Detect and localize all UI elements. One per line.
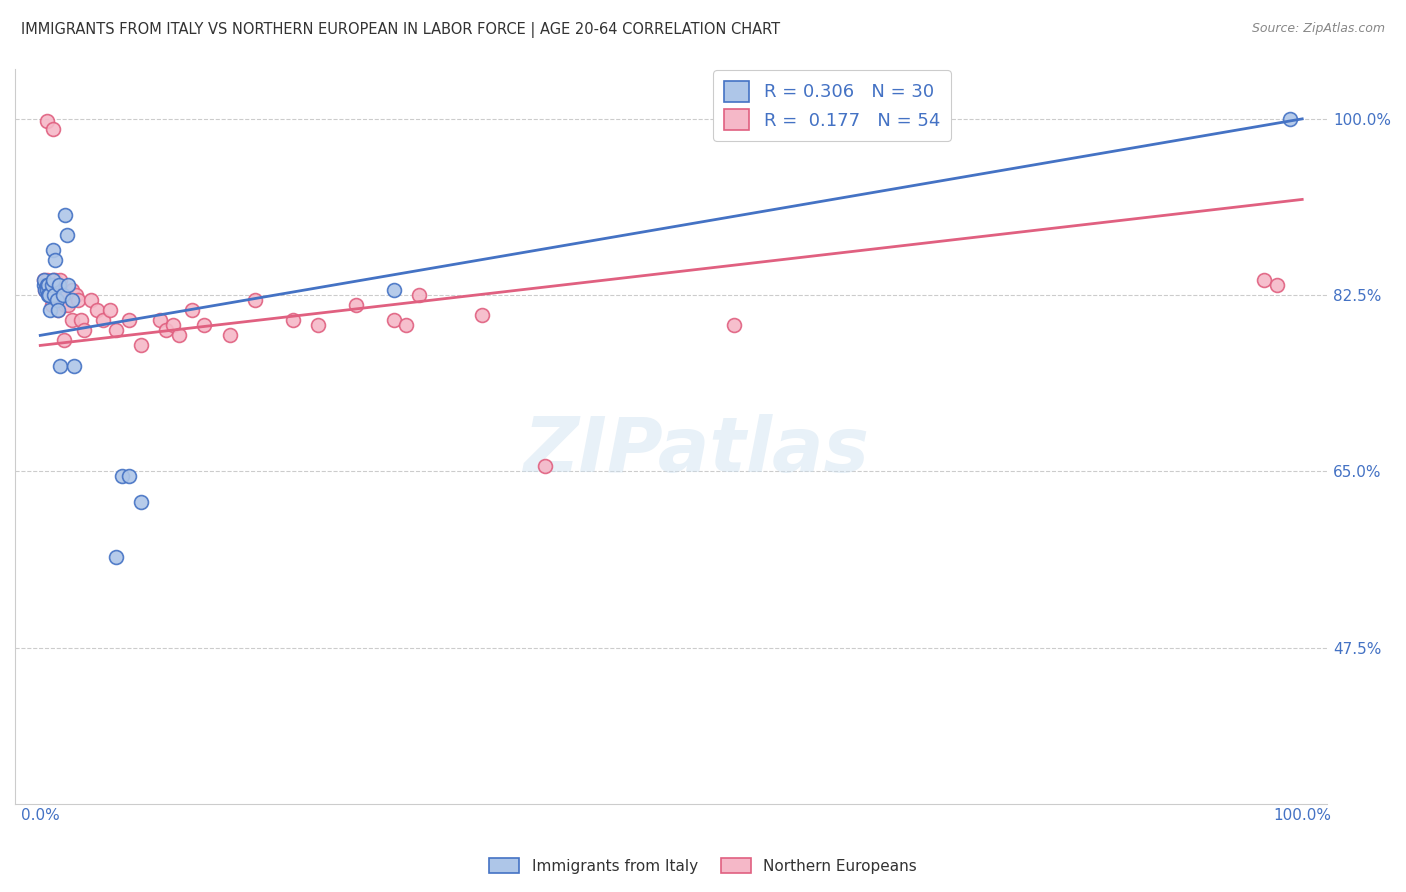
- Point: [42, 273, 65, 287]
- Text: IMMIGRANTS FROM ITALY VS NORTHERN EUROPEAN IN LABOR FORCE | AGE 20-64 CORRELATIO: IMMIGRANTS FROM ITALY VS NORTHERN EUROPE…: [21, 22, 780, 38]
- Point: [344, 298, 367, 312]
- Point: [34, 283, 56, 297]
- Point: [38, 278, 60, 293]
- Point: [42, 288, 65, 302]
- Point: [55, 208, 77, 222]
- Point: [35, 283, 58, 297]
- Text: Source: ZipAtlas.com: Source: ZipAtlas.com: [1251, 22, 1385, 36]
- Point: [55, 227, 77, 242]
- Point: [129, 494, 152, 508]
- Point: [39, 283, 62, 297]
- Point: [41, 278, 63, 293]
- Point: [471, 308, 494, 322]
- Point: [1265, 278, 1288, 293]
- Point: [408, 288, 430, 302]
- Point: [38, 288, 60, 302]
- Point: [39, 303, 62, 318]
- Text: ZIPatlas: ZIPatlas: [524, 414, 870, 488]
- Point: [104, 549, 127, 564]
- Point: [42, 288, 65, 302]
- Point: [65, 288, 87, 302]
- Point: [49, 273, 72, 287]
- Point: [86, 303, 108, 318]
- Point: [117, 469, 139, 483]
- Point: [52, 288, 75, 302]
- Point: [193, 318, 215, 333]
- Point: [67, 293, 90, 307]
- Point: [48, 283, 70, 297]
- Point: [42, 243, 65, 257]
- Point: [91, 313, 114, 327]
- Point: [44, 252, 66, 267]
- Point: [48, 278, 70, 293]
- Point: [104, 323, 127, 337]
- Point: [307, 318, 329, 333]
- Point: [117, 313, 139, 327]
- Point: [32, 273, 55, 287]
- Point: [382, 313, 405, 327]
- Point: [53, 334, 76, 348]
- Point: [218, 328, 240, 343]
- Point: [63, 359, 86, 373]
- Point: [37, 278, 59, 293]
- Point: [45, 293, 67, 307]
- Point: [35, 114, 58, 128]
- Point: [98, 303, 121, 318]
- Point: [155, 323, 177, 337]
- Point: [382, 283, 405, 297]
- Point: [35, 278, 58, 293]
- Point: [32, 273, 55, 287]
- Point: [32, 278, 55, 293]
- Point: [162, 318, 184, 333]
- Point: [80, 293, 103, 307]
- Point: [35, 273, 58, 287]
- Point: [1253, 273, 1275, 287]
- Point: [69, 313, 91, 327]
- Point: [73, 323, 96, 337]
- Point: [45, 288, 67, 302]
- Point: [281, 313, 304, 327]
- Point: [534, 459, 557, 474]
- Point: [60, 313, 83, 327]
- Legend: Immigrants from Italy, Northern Europeans: Immigrants from Italy, Northern European…: [482, 852, 924, 880]
- Point: [243, 293, 266, 307]
- Point: [723, 318, 745, 333]
- Point: [60, 283, 83, 297]
- Point: [44, 273, 66, 287]
- Point: [52, 288, 75, 302]
- Point: [60, 293, 83, 307]
- Point: [46, 303, 69, 318]
- Point: [55, 298, 77, 312]
- Point: [37, 278, 59, 293]
- Point: [129, 338, 152, 352]
- Point: [49, 359, 72, 373]
- Point: [34, 283, 56, 297]
- Legend: R = 0.306   N = 30, R =  0.177   N = 54: R = 0.306 N = 30, R = 0.177 N = 54: [713, 70, 950, 141]
- Point: [395, 318, 418, 333]
- Point: [37, 288, 59, 302]
- Point: [149, 313, 172, 327]
- Point: [42, 122, 65, 136]
- Point: [1278, 112, 1301, 126]
- Point: [111, 469, 134, 483]
- Point: [46, 303, 69, 318]
- Point: [51, 293, 73, 307]
- Point: [180, 303, 202, 318]
- Point: [41, 298, 63, 312]
- Point: [38, 288, 60, 302]
- Point: [56, 278, 79, 293]
- Point: [56, 298, 79, 312]
- Point: [42, 273, 65, 287]
- Point: [167, 328, 190, 343]
